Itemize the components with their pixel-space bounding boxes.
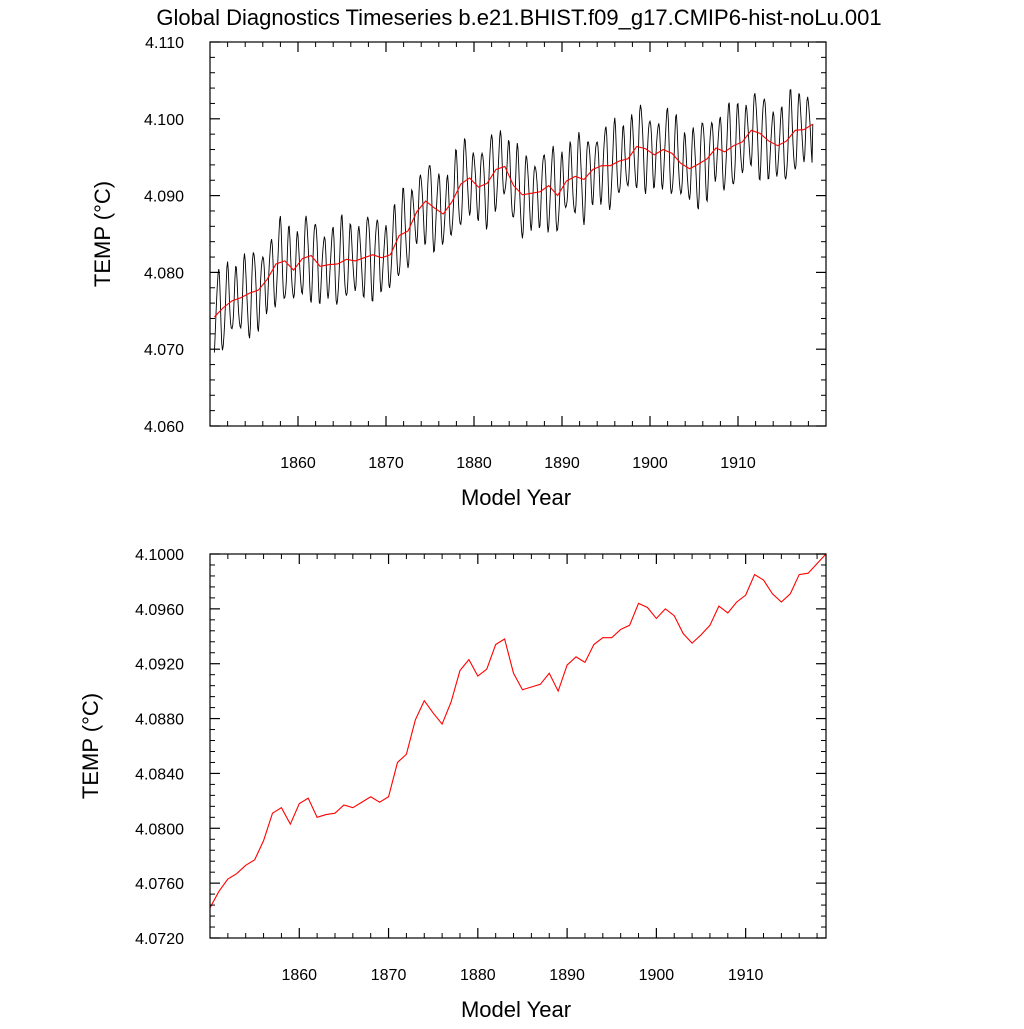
bottom-y-tick-label: 4.0760 (135, 876, 184, 893)
top-x-tick-label: 1860 (280, 455, 316, 472)
top-plot-frame (209, 41, 827, 427)
top-x-axis-label: Model Year (461, 485, 571, 510)
top-x-tick-label: 1870 (368, 455, 404, 472)
top-x-tick-label: 1890 (544, 455, 580, 472)
top-y-tick-label: 4.070 (144, 342, 184, 359)
figure-title: Global Diagnostics Timeseries b.e21.BHIS… (156, 5, 881, 30)
bottom-x-tick-label: 1860 (281, 967, 317, 984)
bottom-x-tick-label: 1910 (728, 967, 764, 984)
bottom-y-tick-label: 4.0800 (135, 821, 184, 838)
bottom-x-axis-label: Model Year (461, 997, 571, 1022)
bottom-plot-frame (209, 553, 827, 939)
bottom-y-axis-label: TEMP (°C) (78, 693, 103, 799)
bottom-y-tick-label: 4.0920 (135, 657, 184, 674)
bottom-panel: Model Year TEMP (°C) 1860 1870 1880 1890 190… (78, 547, 827, 1022)
top-x-tick-label: 1880 (456, 455, 492, 472)
top-y-axis-label: TEMP (°C) (90, 181, 115, 287)
top-x-tick-label: 1910 (720, 455, 756, 472)
top-panel: Model Year TEMP (°C) 1860 1870 1880 1890 190… (90, 35, 827, 510)
top-x-tick-label: 1900 (632, 455, 668, 472)
top-y-tick-label: 4.080 (144, 265, 184, 282)
top-y-tick-label: 4.060 (144, 419, 184, 436)
bottom-x-tick-label: 1870 (371, 967, 407, 984)
top-series-monthly-line (213, 89, 814, 353)
bottom-y-tick-label: 4.0720 (135, 931, 184, 948)
bottom-series-annual-line (210, 554, 826, 909)
top-y-tick-label: 4.110 (145, 35, 184, 52)
top-series-annual-line (214, 123, 814, 318)
bottom-y-tick-label: 4.0840 (135, 766, 184, 783)
bottom-x-tick-label: 1880 (460, 967, 496, 984)
top-y-tick-label: 4.100 (144, 112, 184, 129)
bottom-y-tick-label: 4.1000 (135, 547, 184, 564)
bottom-y-tick-label: 4.0880 (135, 712, 184, 729)
bottom-x-tick-label: 1900 (639, 967, 675, 984)
bottom-y-tick-label: 4.0960 (135, 602, 184, 619)
top-y-tick-label: 4.090 (144, 189, 184, 206)
bottom-x-tick-label: 1890 (549, 967, 585, 984)
